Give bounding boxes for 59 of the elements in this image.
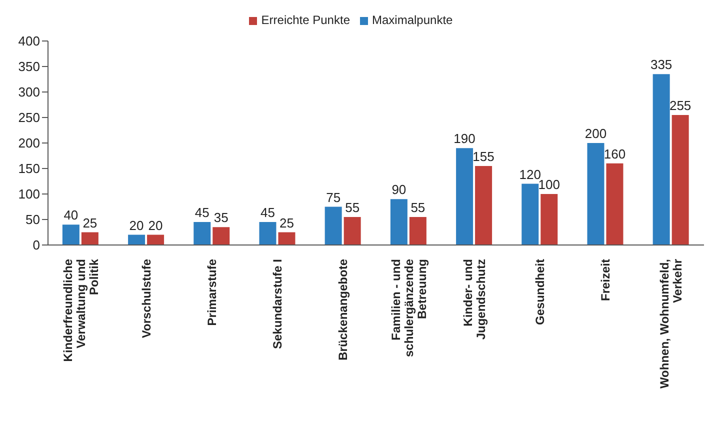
bar <box>606 163 624 245</box>
bar <box>540 194 558 245</box>
legend-label: Maximalpunkte <box>372 13 453 27</box>
x-tick-label: Sekundarstufe I <box>270 259 285 350</box>
data-label: 35 <box>214 210 228 226</box>
bar <box>409 216 426 245</box>
bar <box>81 232 98 245</box>
bar <box>475 166 492 245</box>
x-tick-label: Kinderfreundliche Verwaltung und Politik <box>60 258 101 362</box>
bar <box>390 199 408 245</box>
y-tick-label: 100 <box>18 186 40 202</box>
bar <box>652 74 670 245</box>
bar <box>522 184 539 245</box>
legend-label: Erreichte Punkte <box>261 13 350 27</box>
bar <box>259 222 276 245</box>
data-label: 90 <box>392 182 406 198</box>
y-tick-label: 0 <box>32 238 40 253</box>
data-label: 45 <box>194 205 210 220</box>
bar <box>587 143 604 245</box>
y-tick-label: 200 <box>18 136 40 151</box>
data-label: 255 <box>669 98 692 113</box>
x-tick-label: Primarstufe <box>205 258 219 326</box>
x-tick-label: Familien - und schulergänzende Betreuung <box>388 258 429 358</box>
x-tick-label: Vorschulstufe <box>139 258 154 338</box>
x-tick-label: Gesundheit <box>533 259 547 326</box>
bar <box>212 227 230 245</box>
data-label: 55 <box>345 200 360 215</box>
x-tick-label: Freizeit <box>598 259 613 302</box>
y-tick-label: 400 <box>18 34 40 49</box>
bar <box>147 234 164 245</box>
x-tick-label: Wohnen, Wohnumfeld, Verkehr <box>658 258 685 389</box>
x-tick-label: Brückenangebote <box>336 258 350 360</box>
bar <box>62 224 80 245</box>
y-tick-label: 150 <box>18 161 40 176</box>
data-label: 25 <box>280 215 294 230</box>
data-label: 120 <box>519 166 541 182</box>
y-tick-label: 350 <box>18 59 40 74</box>
data-label: 190 <box>454 131 476 146</box>
data-label: 20 <box>129 218 144 233</box>
bar <box>324 206 342 245</box>
data-label: 200 <box>584 126 607 141</box>
y-tick-label: 50 <box>26 212 40 228</box>
data-label: 45 <box>260 205 275 220</box>
data-label: 335 <box>650 57 672 72</box>
y-tick-label: 300 <box>18 84 40 100</box>
data-label: 20 <box>148 218 163 233</box>
data-label: 40 <box>64 208 78 223</box>
data-label: 160 <box>604 146 626 162</box>
bar <box>344 216 361 245</box>
data-label: 25 <box>82 215 98 230</box>
data-label: 155 <box>472 148 494 164</box>
bar <box>456 148 474 245</box>
bar <box>194 222 211 245</box>
bar <box>278 232 296 245</box>
data-label: 55 <box>410 200 426 215</box>
bar <box>672 114 689 245</box>
data-label: 75 <box>326 190 341 205</box>
bar <box>128 234 146 245</box>
y-tick-label: 250 <box>18 110 40 126</box>
